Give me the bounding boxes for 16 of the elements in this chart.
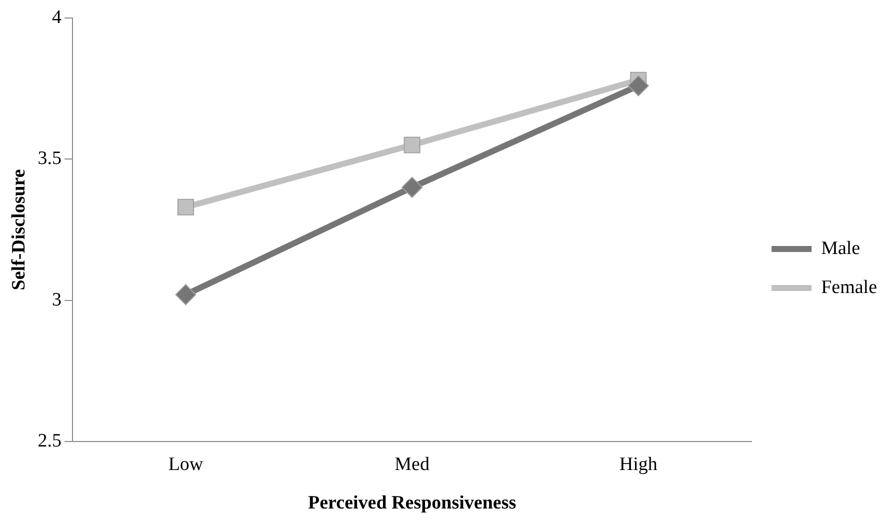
x-tick-label: Low [168,454,204,475]
point [177,198,194,216]
y-axis-title: Self-Disclosure [8,169,30,290]
legend-label: Male [821,238,860,259]
point [175,284,196,306]
y-tick-label: 3 [52,289,62,310]
y-tick-label: 2.5 [38,430,62,452]
x-tick-label: Med [394,454,430,475]
x-tick-label: High [619,454,658,475]
y-tick-label: 3.5 [38,148,62,170]
point [628,75,649,96]
point [404,136,420,154]
y-tick-label: 4 [52,6,62,28]
point [402,176,423,198]
legend-label: Female [821,276,878,298]
x-axis-title: Perceived Responsiveness [308,492,516,514]
